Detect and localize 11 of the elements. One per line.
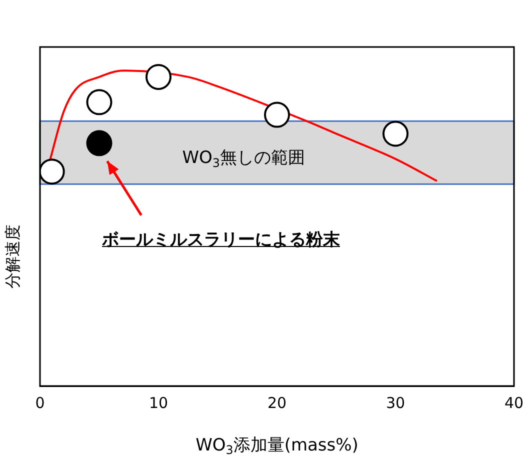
point <box>86 130 112 156</box>
y-axis-title: 分解速度 <box>3 224 22 288</box>
x-tick-label: 0 <box>35 394 45 412</box>
annotation: ボールミルスラリーによる粉末 <box>102 229 340 251</box>
x-tick-label: 10 <box>148 394 168 412</box>
x-tick-label: 20 <box>267 394 287 412</box>
point <box>382 120 408 147</box>
point <box>40 158 65 185</box>
point <box>264 102 290 128</box>
x-tick-label: 30 <box>386 394 406 412</box>
x-tick-label: 40 <box>504 394 524 412</box>
